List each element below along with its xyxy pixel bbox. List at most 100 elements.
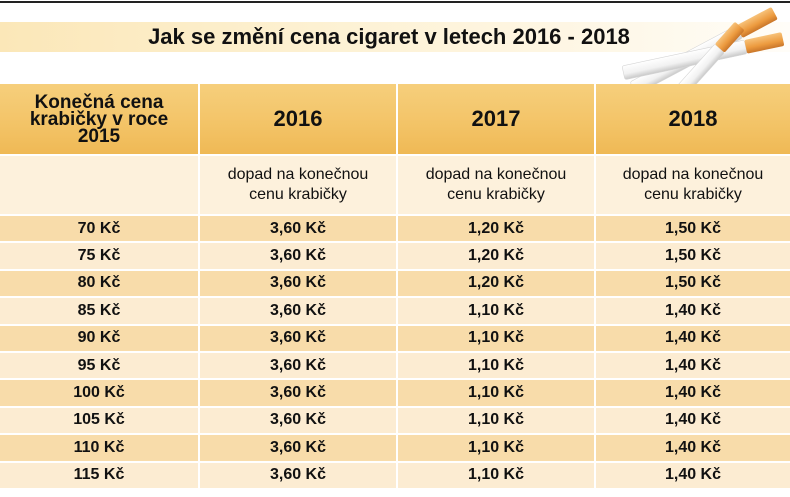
- subheader-cell: dopad na konečnou cenu krabičky: [596, 156, 790, 214]
- title-text: Jak se změní cena cigaret v letech 2016 …: [148, 24, 630, 49]
- impact-2018-cell: 1,40 Kč: [596, 407, 790, 434]
- base-price-cell: 95 Kč: [0, 353, 198, 379]
- base-price-cell: 105 Kč: [0, 407, 198, 434]
- cell-value: 1,40 Kč: [664, 438, 722, 456]
- cell-value: 1,10 Kč: [467, 356, 525, 374]
- impact-2017-cell: 1,20 Kč: [398, 243, 594, 269]
- cell-value: 105 Kč: [73, 411, 125, 429]
- table-row: 105 Kč 3,60 Kč 1,10 Kč 1,40 Kč: [0, 407, 790, 434]
- cell-value: 1,10 Kč: [467, 438, 525, 456]
- base-price-cell: 80 Kč: [0, 270, 198, 297]
- cell-value: 90 Kč: [77, 329, 121, 347]
- impact-2017-cell: 1,10 Kč: [398, 298, 594, 324]
- cell-value: 3,60 Kč: [269, 466, 327, 484]
- impact-2018-cell: 1,40 Kč: [596, 435, 790, 461]
- base-price-cell: 85 Kč: [0, 298, 198, 324]
- cell-value: 75 Kč: [77, 247, 121, 265]
- impact-2016-cell: 3,60 Kč: [200, 298, 396, 324]
- impact-2017-cell: 1,10 Kč: [398, 380, 594, 406]
- base-price-cell: 70 Kč: [0, 216, 198, 242]
- cell-value: 3,60 Kč: [269, 301, 327, 319]
- subheader-cell: dopad na konečnou cenu krabičky: [200, 156, 396, 214]
- table-row: 85 Kč 3,60 Kč 1,10 Kč 1,40 Kč: [0, 298, 790, 324]
- impact-2016-cell: 3,60 Kč: [200, 462, 396, 488]
- title-bar: [0, 22, 790, 52]
- impact-2016-cell: 3,60 Kč: [200, 270, 396, 297]
- table-row: 110 Kč 3,60 Kč 1,10 Kč 1,40 Kč: [0, 435, 790, 461]
- cell-value: 1,10 Kč: [467, 384, 525, 402]
- base-price-cell: 90 Kč: [0, 325, 198, 351]
- impact-2018-cell: 1,40 Kč: [596, 325, 790, 351]
- cell-value: 110 Kč: [73, 438, 125, 456]
- cell-value: 1,10 Kč: [467, 301, 525, 319]
- impact-2017-cell: 1,10 Kč: [398, 325, 594, 351]
- base-price-cell: 100 Kč: [0, 380, 198, 406]
- header-cell-2016: 2016: [200, 84, 396, 154]
- header-cell-2018: 2018: [596, 84, 790, 154]
- impact-2018-cell: 1,40 Kč: [596, 298, 790, 324]
- cell-value: 1,50 Kč: [664, 219, 722, 237]
- cell-value: 1,20 Kč: [467, 219, 525, 237]
- header-label: 2018: [668, 106, 718, 131]
- page-title: Jak se změní cena cigaret v letech 2016 …: [0, 22, 790, 52]
- cell-value: 3,60 Kč: [269, 247, 327, 265]
- cell-value: 115 Kč: [73, 466, 125, 484]
- impact-2016-cell: 3,60 Kč: [200, 325, 396, 351]
- table-row: 70 Kč 3,60 Kč 1,20 Kč 1,50 Kč: [0, 216, 790, 242]
- cell-value: 100 Kč: [73, 384, 125, 402]
- base-price-cell: 75 Kč: [0, 243, 198, 269]
- table-row: 100 Kč 3,60 Kč 1,10 Kč 1,40 Kč: [0, 380, 790, 406]
- subheader-cell: [0, 156, 198, 214]
- impact-2016-cell: 3,60 Kč: [200, 216, 396, 242]
- cell-value: 1,10 Kč: [467, 329, 525, 347]
- impact-2016-cell: 3,60 Kč: [200, 243, 396, 269]
- table-row: 115 Kč 3,60 Kč 1,10 Kč 1,40 Kč: [0, 462, 790, 488]
- cell-value: 1,20 Kč: [467, 247, 525, 265]
- header-label: 2017: [471, 106, 521, 131]
- impact-2018-cell: 1,50 Kč: [596, 216, 790, 242]
- cell-value: 1,40 Kč: [664, 384, 722, 402]
- cell-value: 3,60 Kč: [269, 384, 327, 402]
- impact-2018-cell: 1,50 Kč: [596, 270, 790, 297]
- header-cell-base-price: Konečná cena krabičky v roce 2015: [0, 84, 198, 154]
- table-row: 80 Kč 3,60 Kč 1,20 Kč 1,50 Kč: [0, 270, 790, 297]
- cell-value: 70 Kč: [77, 219, 121, 237]
- table-subheader-row: dopad na konečnou cenu krabičky dopad na…: [0, 156, 790, 214]
- cell-value: 3,60 Kč: [269, 274, 327, 292]
- impact-2016-cell: 3,60 Kč: [200, 407, 396, 434]
- base-price-cell: 115 Kč: [0, 462, 198, 488]
- table-row: 90 Kč 3,60 Kč 1,10 Kč 1,40 Kč: [0, 325, 790, 351]
- top-border-line: [0, 1, 790, 3]
- subheader-label: dopad na konečnou cenu krabičky: [425, 166, 567, 203]
- cell-value: 3,60 Kč: [269, 411, 327, 429]
- impact-2018-cell: 1,40 Kč: [596, 353, 790, 379]
- impact-2016-cell: 3,60 Kč: [200, 435, 396, 461]
- impact-2017-cell: 1,20 Kč: [398, 216, 594, 242]
- cell-value: 1,20 Kč: [467, 274, 525, 292]
- cell-value: 1,50 Kč: [664, 274, 722, 292]
- cell-value: 95 Kč: [77, 356, 121, 374]
- cell-value: 80 Kč: [77, 274, 121, 292]
- subheader-cell: dopad na konečnou cenu krabičky: [398, 156, 594, 214]
- subheader-label: dopad na konečnou cenu krabičky: [227, 166, 369, 203]
- impact-2017-cell: 1,20 Kč: [398, 270, 594, 297]
- impact-2017-cell: 1,10 Kč: [398, 435, 594, 461]
- impact-2017-cell: 1,10 Kč: [398, 353, 594, 379]
- impact-2017-cell: 1,10 Kč: [398, 407, 594, 434]
- subheader-label: dopad na konečnou cenu krabičky: [622, 166, 764, 203]
- base-price-cell: 110 Kč: [0, 435, 198, 461]
- table-row: 95 Kč 3,60 Kč 1,10 Kč 1,40 Kč: [0, 353, 790, 379]
- cell-value: 1,40 Kč: [664, 329, 722, 347]
- cell-value: 1,40 Kč: [664, 356, 722, 374]
- cell-value: 85 Kč: [77, 301, 121, 319]
- table-header-row: Konečná cena krabičky v roce 2015 2016 2…: [0, 84, 790, 154]
- cell-value: 3,60 Kč: [269, 329, 327, 347]
- impact-2016-cell: 3,60 Kč: [200, 353, 396, 379]
- cell-value: 1,50 Kč: [664, 247, 722, 265]
- cell-value: 1,10 Kč: [467, 411, 525, 429]
- table-row: 75 Kč 3,60 Kč 1,20 Kč 1,50 Kč: [0, 243, 790, 269]
- header-cell-2017: 2017: [398, 84, 594, 154]
- impact-2018-cell: 1,40 Kč: [596, 462, 790, 488]
- header-label: Konečná cena krabičky v roce 2015: [29, 91, 169, 147]
